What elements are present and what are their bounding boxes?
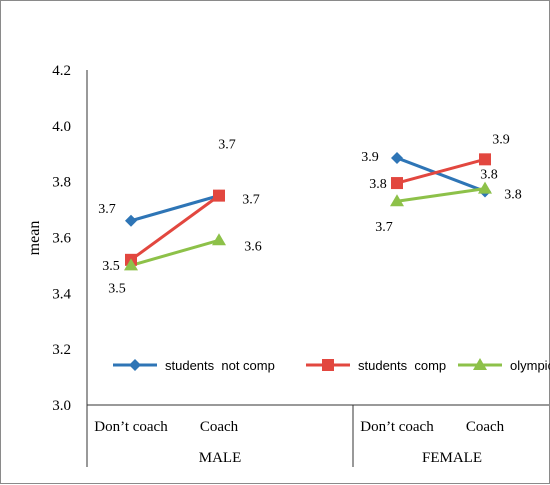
series-line bbox=[396, 187, 486, 203]
group-label: MALE bbox=[199, 450, 242, 466]
series-line bbox=[130, 194, 220, 223]
triangle-marker bbox=[390, 194, 404, 207]
legend-label: olympic bbox=[510, 358, 550, 373]
data-label: 3.7 bbox=[218, 138, 236, 153]
y-tick-label: 4.0 bbox=[52, 119, 71, 135]
x-tick-label: Coach bbox=[466, 419, 505, 435]
data-label: 3.7 bbox=[98, 202, 116, 217]
series-line bbox=[396, 157, 486, 185]
data-label: 3.9 bbox=[492, 132, 510, 147]
group-labels: MALE FEMALE bbox=[199, 450, 482, 466]
square-marker bbox=[391, 177, 403, 190]
legend-square-marker bbox=[322, 359, 334, 371]
triangle-marker bbox=[212, 233, 226, 246]
y-tick-label: 3.6 bbox=[52, 231, 71, 247]
series-lines bbox=[130, 156, 486, 267]
y-tick-label: 3.8 bbox=[52, 175, 71, 191]
triangle-marker bbox=[124, 258, 138, 271]
data-label: 3.7 bbox=[375, 220, 393, 235]
square-marker bbox=[479, 153, 491, 166]
triangle-marker bbox=[478, 181, 492, 194]
y-tick-labels: 3.0 3.2 3.4 3.6 3.8 4.0 4.2 bbox=[52, 63, 71, 414]
y-tick-label: 4.2 bbox=[52, 63, 71, 79]
data-label: 3.8 bbox=[369, 177, 387, 192]
data-labels: 3.7 3.7 3.9 3.8 3.5 3.7 3.8 3.9 3.5 3.6 3.7 3.8 bbox=[98, 132, 522, 296]
data-label: 3.9 bbox=[361, 150, 379, 165]
x-tick-labels: Don’t coach Coach Don’t coach Coach bbox=[94, 419, 504, 435]
series-line bbox=[130, 238, 220, 267]
series-line bbox=[130, 194, 220, 262]
series-line bbox=[396, 156, 486, 193]
y-tick-label: 3.2 bbox=[52, 342, 71, 358]
diamond-marker bbox=[391, 151, 403, 164]
data-label: 3.5 bbox=[102, 259, 120, 274]
series-markers bbox=[124, 151, 492, 271]
y-tick-label: 3.4 bbox=[52, 286, 71, 302]
data-label: 3.8 bbox=[504, 188, 522, 203]
data-label: 3.7 bbox=[242, 193, 260, 208]
legend-triangle-marker bbox=[473, 358, 487, 370]
data-label: 3.6 bbox=[244, 239, 262, 254]
data-label: 3.8 bbox=[480, 167, 498, 182]
data-label: 3.5 bbox=[108, 281, 126, 296]
legend-label: students not comp bbox=[165, 358, 275, 373]
y-axis-title: mean bbox=[26, 221, 43, 256]
legend-diamond-marker bbox=[129, 359, 141, 371]
legend-label: students comp bbox=[358, 358, 446, 373]
x-tick-label: Don’t coach bbox=[360, 419, 434, 435]
square-marker bbox=[213, 189, 225, 202]
x-tick-label: Coach bbox=[200, 419, 239, 435]
y-tick-label: 3.0 bbox=[52, 398, 71, 414]
legend: students not comp students comp olympic bbox=[113, 358, 550, 373]
x-tick-label: Don’t coach bbox=[94, 419, 168, 435]
diamond-marker bbox=[125, 214, 137, 227]
group-label: FEMALE bbox=[422, 450, 482, 466]
